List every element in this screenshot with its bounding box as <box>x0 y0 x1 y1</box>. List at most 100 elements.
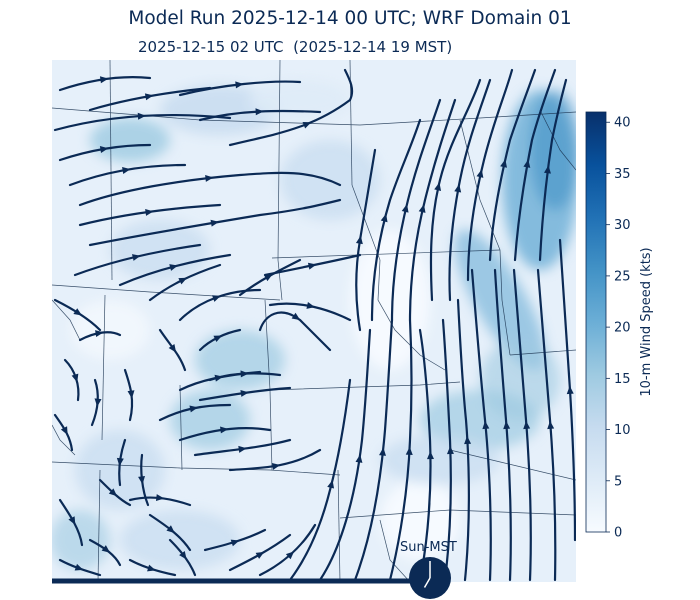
streamline-arrow <box>566 385 574 395</box>
colorbar-tick-label: 20 <box>614 321 631 336</box>
streamline-arrow <box>255 108 264 116</box>
streamline-arrow <box>116 457 124 467</box>
streamline-arrow <box>73 308 83 316</box>
streamline <box>466 68 514 282</box>
streamline-arrow <box>144 93 154 101</box>
streamline-arrow <box>235 81 244 89</box>
streamline-arrow <box>166 525 175 534</box>
map-subtitle: 2025-12-15 02 UTC (2025-12-14 19 MST) <box>138 38 453 56</box>
streamline <box>488 68 537 262</box>
boundary-line <box>337 469 341 582</box>
streamline-arrow <box>434 182 442 191</box>
streamline-arrow <box>213 335 223 343</box>
streamline-arrow <box>60 426 68 435</box>
streamline <box>536 268 557 582</box>
streamline <box>538 78 568 262</box>
streamline <box>318 328 372 582</box>
boundary-line <box>271 249 501 259</box>
streamline-arrow <box>306 302 316 309</box>
streamline <box>429 78 482 302</box>
streamline <box>118 253 232 287</box>
streamline-arrow <box>212 295 221 302</box>
streamline-arrow <box>74 563 84 571</box>
streamline <box>512 268 532 582</box>
boundary-line <box>379 519 411 582</box>
streamline-arrow <box>240 370 249 378</box>
boundary-line <box>52 461 341 476</box>
streamline-arrow <box>285 551 295 560</box>
streamline-arrow <box>127 390 135 399</box>
streamline-arrow <box>523 159 531 168</box>
streamline <box>456 298 470 582</box>
streamline-arrow <box>291 312 301 321</box>
streamline-arrow <box>240 389 249 397</box>
boundary-line <box>52 284 281 301</box>
streamline <box>408 98 457 322</box>
streamline <box>288 378 352 582</box>
streamline-arrow <box>71 373 79 383</box>
boundary-line <box>101 294 106 441</box>
boundary-line <box>277 60 283 301</box>
streamline-arrows <box>60 76 574 572</box>
streamline-arrow <box>238 445 247 453</box>
streamline-arrow <box>271 463 281 470</box>
boundary-line <box>449 449 576 481</box>
streamline-arrow <box>131 254 141 261</box>
streamline-arrow <box>355 235 363 245</box>
streamline-arrow <box>307 262 317 270</box>
boundary-line <box>351 184 446 371</box>
streamline-arrow <box>543 165 551 174</box>
map-title: Model Run 2025-12-14 00 UTC; WRF Domain … <box>128 8 572 29</box>
streamline-arrow <box>355 454 363 463</box>
boundary-line <box>179 384 183 471</box>
streamline-arrow <box>220 426 229 434</box>
streamline-arrow <box>476 169 484 178</box>
streamline-arrow <box>122 167 131 174</box>
streamline-arrow <box>500 159 507 168</box>
streamline-arrow <box>68 516 76 525</box>
streamline <box>470 268 492 582</box>
boundary-line <box>97 469 101 582</box>
streamline-arrow <box>145 208 154 216</box>
streamline <box>178 80 302 97</box>
colorbar-tick-label: 25 <box>614 269 631 284</box>
streamline-arrow <box>168 343 177 353</box>
streamline-arrow <box>454 184 462 193</box>
streamline <box>88 198 342 247</box>
clock-face <box>409 557 451 599</box>
streamline <box>370 118 422 322</box>
colorbar-tick-label: 40 <box>614 116 631 131</box>
streamline-arrow <box>101 545 111 553</box>
streamline-arrow <box>482 420 490 430</box>
boundary-line <box>52 424 76 456</box>
streamline-arrow <box>147 564 156 572</box>
streamline-arrow <box>179 550 187 560</box>
colorbar-label: 10-m Wind Speed (kts) <box>639 247 654 396</box>
colorbar-gradient <box>585 111 607 533</box>
streamline <box>178 370 262 392</box>
streamline-arrow <box>108 488 118 497</box>
streamline-arrow <box>405 446 413 455</box>
streamline-arrow <box>401 204 409 213</box>
streamline-arrow <box>99 146 109 153</box>
streamline-arrow <box>426 451 434 460</box>
streamline-arrow <box>230 539 240 547</box>
colorbar-tick-label: 30 <box>614 218 631 233</box>
streamline-arrow <box>446 446 454 455</box>
streamline <box>353 318 394 582</box>
streamline-arrow <box>418 204 426 213</box>
colorbar-tick-label: 15 <box>614 372 631 387</box>
streamline-arrow <box>214 374 224 382</box>
boundary-line <box>52 299 81 341</box>
streamline-arrow <box>327 479 335 489</box>
streamline-arrow <box>263 274 273 282</box>
streamline-arrow <box>255 551 265 559</box>
streamline-arrow <box>210 219 219 227</box>
wind-speed-map <box>52 60 576 582</box>
colorbar: 0 5 10 15 20 25 30 35 40 10-m Wind Speed (kts) <box>585 111 654 541</box>
streamline <box>73 243 202 277</box>
clock-hour-hand <box>423 577 431 588</box>
streamline <box>228 68 354 147</box>
streamline <box>418 328 432 582</box>
colorbar-tick-label: 5 <box>614 474 622 489</box>
